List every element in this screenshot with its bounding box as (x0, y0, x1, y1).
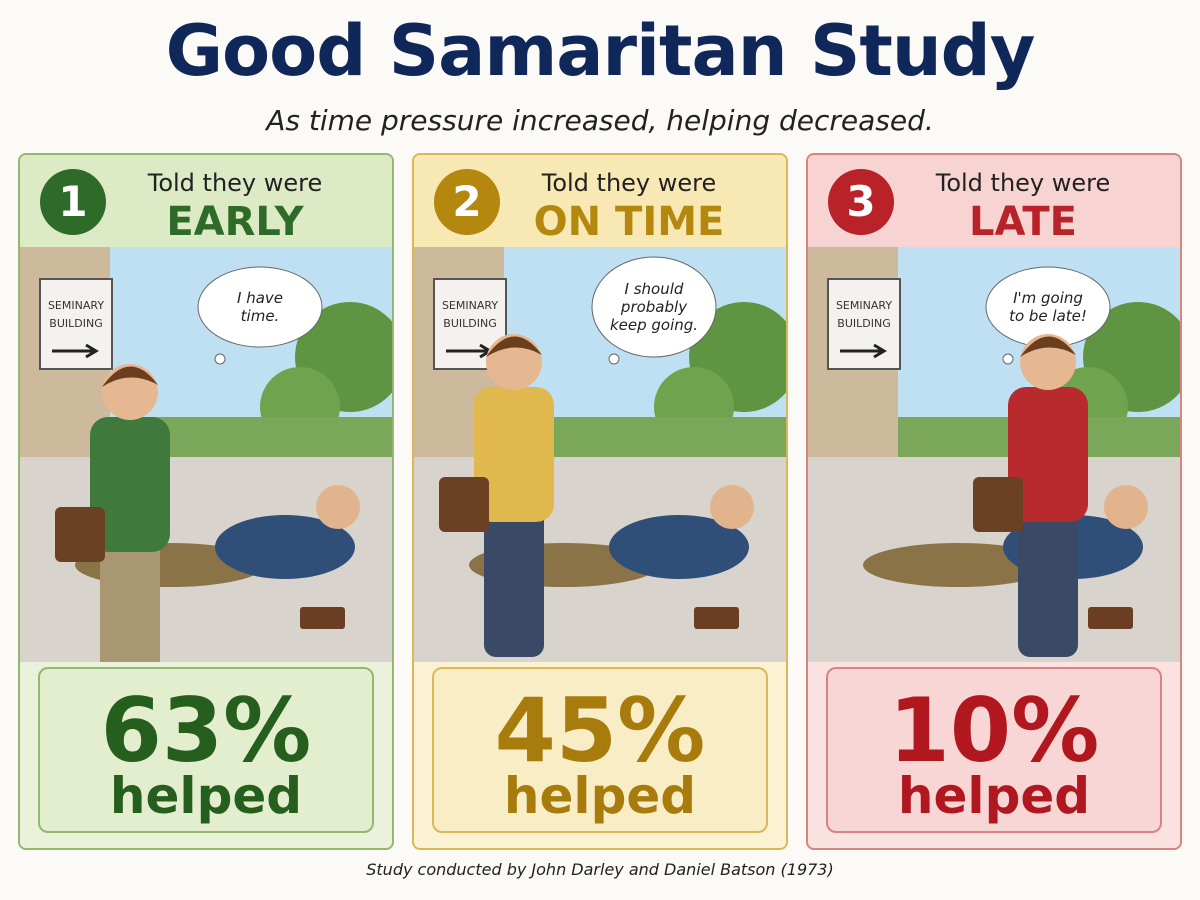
fallen-man-head (316, 485, 360, 529)
result-percent: 63% (100, 679, 312, 782)
condition-label: ON TIME (533, 199, 725, 245)
thought-bubble (197, 266, 323, 348)
sign-text: BUILDING (837, 317, 890, 330)
thought-text: I have (237, 289, 283, 307)
sign-board (39, 278, 113, 370)
student-torso (1008, 387, 1088, 522)
subtitle: As time pressure increased, helping decr… (266, 104, 934, 137)
student-hair (1020, 336, 1076, 357)
result-label: helped (897, 767, 1091, 825)
panel-heading: Told they were (541, 169, 717, 197)
step-number: 2 (434, 169, 500, 235)
student-hair (486, 336, 542, 357)
student-legs (100, 537, 160, 662)
condition-panel: 1 Told they were EARLY SEMINARY BUILDING I ha… (18, 153, 394, 850)
step-number: 3 (828, 169, 894, 235)
sign-text: SEMINARY (48, 299, 104, 312)
panel-header: 2 Told they were ON TIME (414, 155, 786, 247)
fallen-man-head (710, 485, 754, 529)
book (694, 607, 739, 629)
thought-text: time. (241, 307, 280, 325)
fallen-man-head (1104, 485, 1148, 529)
thought-text: probably (620, 298, 688, 316)
student-legs (484, 507, 544, 657)
title: Good Samaritan Study (165, 10, 1036, 92)
panel-heading: Told they were (935, 169, 1111, 197)
result-label: helped (109, 767, 303, 825)
student-legs (1018, 507, 1078, 657)
condition-panel: 3 Told they were LATE SEMINARY BUILDING I'm g… (806, 153, 1182, 850)
sign-text: SEMINARY (836, 299, 892, 312)
sign-arrow (840, 343, 887, 359)
panel-header: 3 Told they were LATE (808, 155, 1180, 247)
bubble-dot (214, 353, 226, 365)
panel-header: 1 Told they were EARLY (20, 155, 392, 247)
bubble-dot (1002, 353, 1014, 365)
fallen-man-body (609, 515, 749, 579)
result-percent: 45% (494, 679, 706, 782)
thought-text: keep going. (610, 316, 698, 334)
panel-heading: Told they were (147, 169, 323, 197)
fallen-man-body (215, 515, 355, 579)
thought-text: to be late! (1009, 307, 1087, 325)
result-box: 63% helped (38, 667, 374, 833)
book (300, 607, 345, 629)
result-box: 10% helped (826, 667, 1162, 833)
bubble-dot (608, 353, 620, 365)
satchel (973, 477, 1023, 532)
footer: Study conducted by John Darley and Danie… (366, 860, 834, 879)
condition-label: LATE (969, 199, 1077, 245)
thought-bubble (591, 256, 717, 358)
thought-text: I'm going (1013, 289, 1083, 307)
result-percent: 10% (888, 679, 1100, 782)
result-label: helped (503, 767, 697, 825)
satchel (439, 477, 489, 532)
condition-panel: 2 Told they were ON TIME SEMINARY BUILDING I … (412, 153, 788, 850)
student-torso (474, 387, 554, 522)
sign-text: SEMINARY (442, 299, 498, 312)
step-number: 1 (40, 169, 106, 235)
thought-text: I should (625, 280, 684, 298)
result-box: 45% helped (432, 667, 768, 833)
sign-board (827, 278, 901, 370)
student-torso (90, 417, 170, 552)
book (1088, 607, 1133, 629)
sign-text: BUILDING (443, 317, 496, 330)
satchel (55, 507, 105, 562)
sign-arrow (52, 343, 99, 359)
student-hair (102, 366, 158, 387)
condition-label: EARLY (166, 199, 304, 245)
sign-text: BUILDING (49, 317, 102, 330)
